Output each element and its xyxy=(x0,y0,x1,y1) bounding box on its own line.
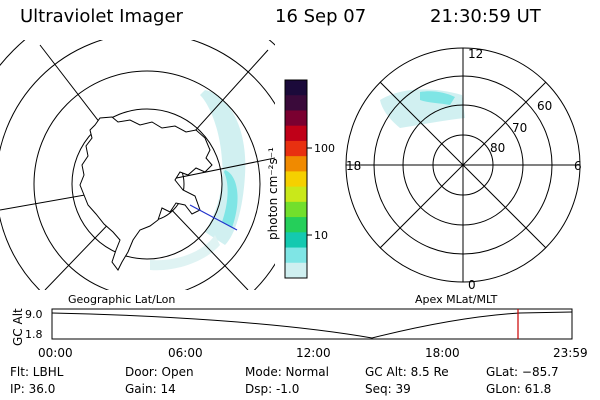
timeline-axis-label: GC Alt xyxy=(11,308,25,346)
ip-info: IP: 36.0 xyxy=(10,382,56,396)
colorbar-unit-label: photon cm⁻²s⁻¹ xyxy=(266,147,280,240)
colorbar-band xyxy=(285,262,307,279)
filter-info: Flt: LBHL xyxy=(10,365,64,379)
antarctica-coastline xyxy=(79,116,213,271)
timeline-ytick-1-8: 1.8 xyxy=(25,328,43,341)
lat-circle-60 xyxy=(33,70,261,290)
mlt-label-12: 12 xyxy=(468,47,483,61)
colorbar-band xyxy=(285,201,307,218)
colorbar-band xyxy=(285,232,307,249)
colorbar-tick-100: 100 xyxy=(314,142,335,155)
left-panel-caption: Geographic Lat/Lon xyxy=(68,293,175,306)
mlt-label-0: 0 xyxy=(468,278,476,292)
colorbar-tick-10: 10 xyxy=(314,229,328,242)
colorbar: 100 10 photon cm⁻²s⁻¹ xyxy=(266,79,335,279)
colorbar-band xyxy=(285,140,307,157)
colorbar-band xyxy=(285,186,307,203)
mlat-label-70: 70 xyxy=(512,121,527,135)
gain-info: Gain: 14 xyxy=(125,382,176,396)
mlt-label-6: 6 xyxy=(574,159,582,173)
gc-alt-info: GC Alt: 8.5 Re xyxy=(365,365,449,379)
timeline-ytick-9: 9.0 xyxy=(25,308,43,321)
mode-info: Mode: Normal xyxy=(245,365,329,379)
colorbar-band xyxy=(285,171,307,188)
timeline-xtick-18: 18:00 xyxy=(425,346,460,360)
gc-altitude-curve xyxy=(51,311,573,339)
glat-info: GLat: −85.7 xyxy=(486,365,559,379)
colorbar-gradient xyxy=(285,80,307,279)
dsp-info: Dsp: -1.0 xyxy=(245,382,300,396)
mlt-label-18: 18 xyxy=(346,159,361,173)
aurora-oval-bright xyxy=(420,91,455,105)
colorbar-band xyxy=(285,125,307,142)
mlt-line-diagonal xyxy=(379,81,547,249)
timeline-xtick-12: 12:00 xyxy=(296,346,331,360)
colorbar-frame xyxy=(284,79,308,279)
mlat-label-60: 60 xyxy=(537,99,552,113)
image-date: 16 Sep 07 xyxy=(275,6,367,27)
colorbar-band xyxy=(285,95,307,111)
seq-info: Seq: 39 xyxy=(365,382,411,396)
instrument-title: Ultraviolet Imager xyxy=(20,6,183,27)
colorbar-band xyxy=(285,247,307,264)
timeline-xtick-06: 06:00 xyxy=(168,346,203,360)
lat-circle-70 xyxy=(71,108,223,260)
door-info: Door: Open xyxy=(125,365,194,379)
satellite-track-line xyxy=(189,204,238,231)
aurora-patch-haze xyxy=(150,235,220,271)
timeline-frame xyxy=(51,308,573,340)
timeline-xtick-2359: 23:59 xyxy=(553,346,588,360)
apex-polar-plot: 12 0 18 6 60 70 80 xyxy=(345,47,582,292)
colorbar-band xyxy=(285,156,307,172)
gc-altitude-timeline: GC Alt 9.0 1.8 00:00 06:00 12:00 18:00 2… xyxy=(11,308,588,360)
colorbar-band xyxy=(285,110,307,127)
glon-info: GLon: 61.8 xyxy=(486,382,552,396)
right-panel-caption: Apex MLat/MLT xyxy=(415,293,498,306)
mlat-label-80: 80 xyxy=(490,141,505,155)
timeline-xtick-00: 00:00 xyxy=(38,346,73,360)
geographic-map xyxy=(0,40,275,290)
aurora-patch-bright xyxy=(222,170,238,228)
image-time: 21:30:59 UT xyxy=(430,6,541,27)
colorbar-band xyxy=(285,217,307,233)
colorbar-band xyxy=(285,80,307,96)
